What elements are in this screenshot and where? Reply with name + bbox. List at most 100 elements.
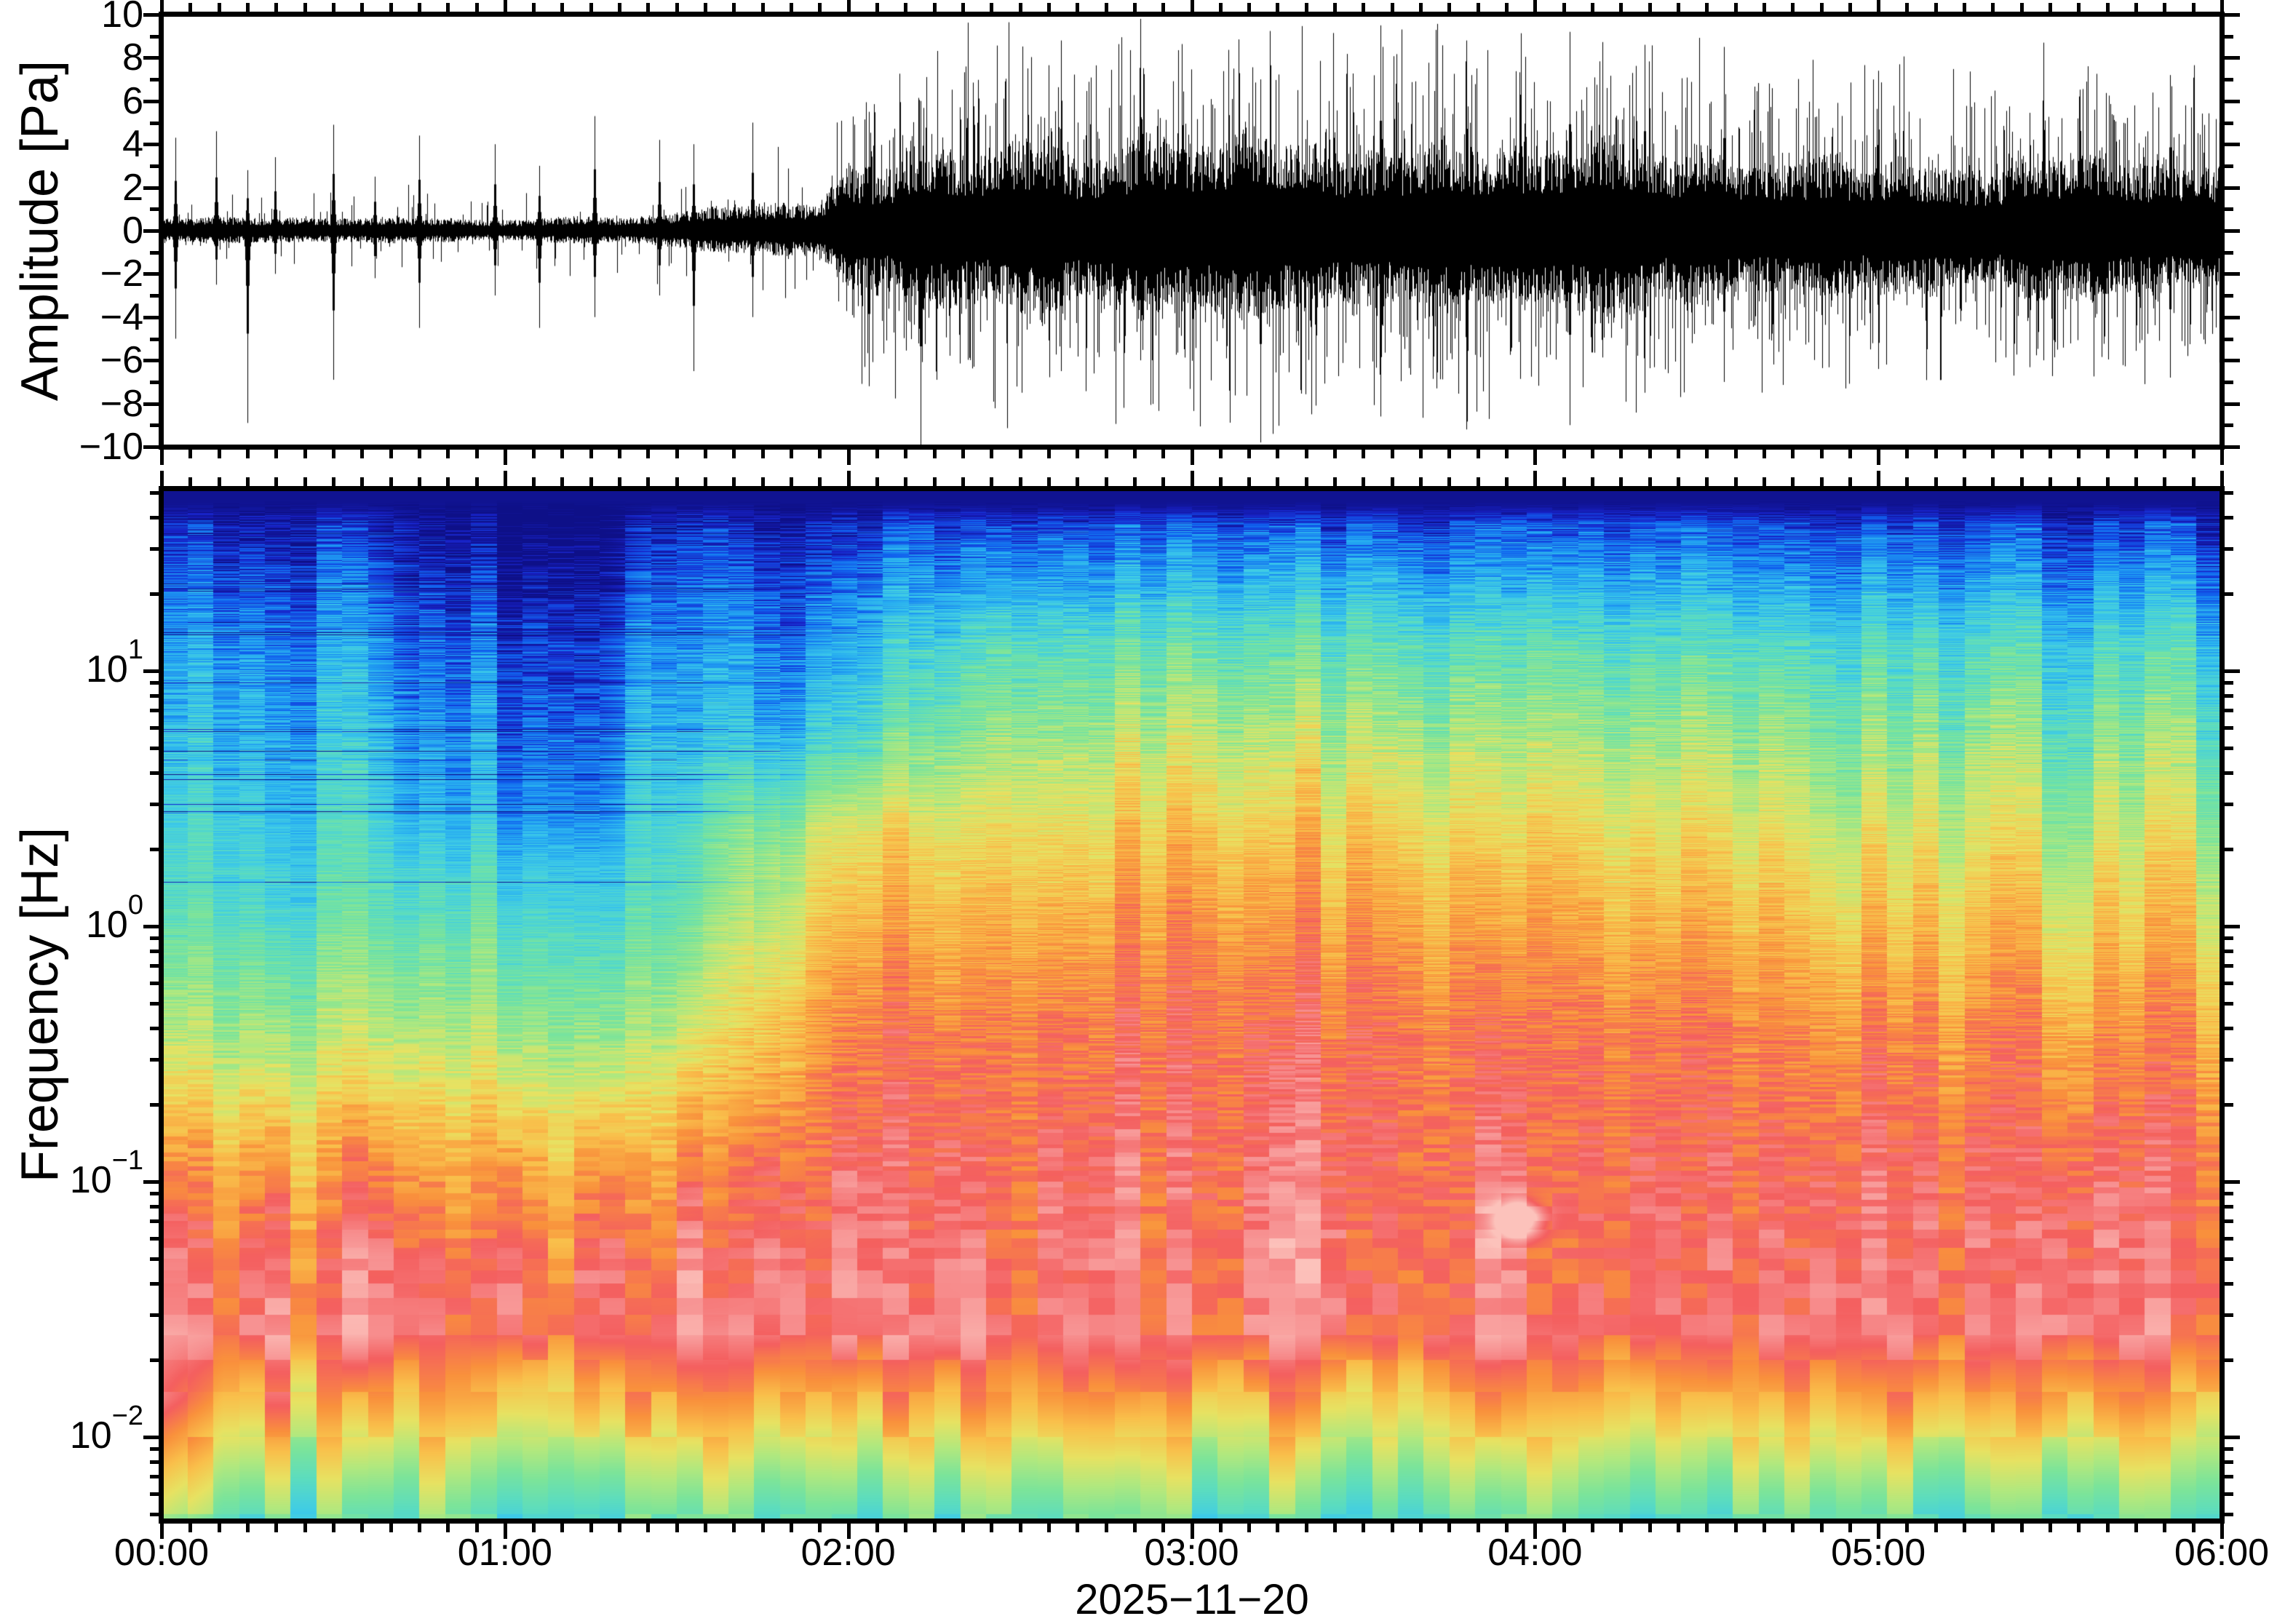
waveform-bottom-tick xyxy=(2105,450,2110,458)
spectrogram-left-tick xyxy=(150,771,159,775)
waveform-left-tick xyxy=(143,445,159,449)
waveform-bottom-tick xyxy=(503,450,507,465)
waveform-right-tick xyxy=(2225,445,2240,449)
waveform-bottom-tick xyxy=(217,450,221,458)
spectrogram-top-tick xyxy=(1161,477,1165,486)
waveform-bottom-tick xyxy=(331,450,335,458)
spectrogram-left-tick xyxy=(150,981,159,985)
waveform-bottom-tick xyxy=(1704,450,1709,458)
spectrogram-bottom-tick xyxy=(531,1524,536,1532)
spectrogram-top-tick xyxy=(1704,477,1709,486)
spectrogram-bottom-tick xyxy=(1990,1524,1995,1532)
spectrogram-right-tick xyxy=(2225,1281,2233,1286)
spectrogram-bottom-tick xyxy=(1876,1524,1880,1539)
spectrogram-top-tick xyxy=(789,477,793,486)
waveform-top-tick xyxy=(2162,3,2166,12)
waveform-top-tick xyxy=(188,3,192,12)
waveform-left-tick xyxy=(143,358,159,362)
spectrogram-top-tick xyxy=(1104,477,1108,486)
spectrogram-left-tick xyxy=(143,669,159,673)
spectrogram-left-tick xyxy=(150,1204,159,1209)
spectrogram-right-tick xyxy=(2225,847,2233,851)
spectrogram-left-tick xyxy=(143,1435,159,1439)
waveform-right-tick xyxy=(2225,293,2233,298)
waveform-bottom-tick xyxy=(1934,450,1938,458)
spectrogram-left-tick xyxy=(150,490,159,495)
spectrogram-right-tick xyxy=(2225,936,2233,940)
spectrogram-right-tick xyxy=(2225,746,2233,750)
spectrogram-top-tick xyxy=(703,477,707,486)
spectrogram-left-tick xyxy=(150,592,159,596)
spectrogram-right-tick xyxy=(2225,1313,2233,1317)
waveform-bottom-tick xyxy=(875,450,879,458)
spectrogram-bottom-tick xyxy=(1275,1524,1279,1532)
spectrogram-bottom-tick xyxy=(932,1524,937,1532)
waveform-top-tick xyxy=(2220,0,2224,12)
spectrogram-bottom-tick xyxy=(703,1524,707,1532)
waveform-top-tick xyxy=(1247,3,1251,12)
waveform-bottom-tick xyxy=(1275,450,1279,458)
spectrogram-right-tick xyxy=(2225,1446,2233,1451)
spectrogram-top-tick xyxy=(1533,471,1537,486)
waveform-right-tick xyxy=(2225,77,2233,81)
waveform-left-tick xyxy=(143,315,159,319)
spectrogram-bottom-tick xyxy=(503,1524,507,1539)
waveform-bottom-tick xyxy=(1447,450,1451,458)
waveform-bottom-tick xyxy=(760,450,765,458)
spectrogram-bottom-tick xyxy=(1590,1524,1594,1532)
spectrogram-bottom-tick xyxy=(1418,1524,1423,1532)
spectrogram-top-tick xyxy=(1418,477,1423,486)
spectrogram-top-tick xyxy=(474,477,479,486)
waveform-left-tick xyxy=(143,186,159,190)
waveform-top-tick xyxy=(1104,3,1108,12)
spectrogram-left-tick xyxy=(150,708,159,712)
waveform-bottom-tick xyxy=(903,450,907,458)
spectrogram-right-tick xyxy=(2225,1001,2233,1006)
waveform-right-tick xyxy=(2225,337,2233,341)
waveform-top-tick xyxy=(1962,3,1966,12)
spectrogram-top-tick xyxy=(1247,477,1251,486)
waveform-top-tick xyxy=(503,0,507,12)
waveform-bottom-tick xyxy=(2134,450,2138,458)
spectrogram-bottom-tick xyxy=(1904,1524,1909,1532)
waveform-top-tick xyxy=(331,3,335,12)
spectrogram-left-tick xyxy=(150,1446,159,1451)
waveform-top-tick xyxy=(1018,3,1022,12)
waveform-bottom-tick xyxy=(1618,450,1623,458)
spectrogram-left-tick xyxy=(150,1492,159,1496)
waveform-top-tick xyxy=(560,3,564,12)
spectrogram-bottom-tick xyxy=(1533,1524,1537,1539)
waveform-left-tick xyxy=(150,380,159,384)
spectrogram-top-tick xyxy=(846,471,851,486)
waveform-bottom-tick xyxy=(1132,450,1137,458)
waveform-bottom-tick xyxy=(1762,450,1766,458)
amplitude-tick-label: 10 xyxy=(101,0,143,36)
waveform-right-tick xyxy=(2225,207,2233,211)
spectrogram-top-tick xyxy=(274,477,278,486)
spectrogram-right-tick xyxy=(2225,725,2233,730)
spectrogram-right-tick xyxy=(2225,1026,2233,1030)
waveform-bottom-tick xyxy=(1046,450,1051,458)
waveform-top-tick xyxy=(1876,0,1880,12)
waveform-right-tick xyxy=(2225,34,2233,39)
waveform-top-tick xyxy=(1132,3,1137,12)
x-tick-label: 03:00 xyxy=(1144,1532,1239,1574)
waveform-top-tick xyxy=(1304,3,1308,12)
waveform-top-tick xyxy=(2048,3,2052,12)
amplitude-tick-label: −10 xyxy=(79,426,143,468)
spectrogram-bottom-tick xyxy=(1648,1524,1652,1532)
spectrogram-top-tick xyxy=(1590,477,1594,486)
spectrogram-bottom-tick xyxy=(1848,1524,1852,1532)
frequency-tick-label: 101 xyxy=(86,634,143,690)
waveform-bottom-tick xyxy=(1533,450,1537,465)
spectrogram-top-tick xyxy=(589,477,593,486)
waveform-bottom-tick xyxy=(617,450,621,458)
waveform-left-tick xyxy=(150,77,159,81)
spectrogram-top-tick xyxy=(417,477,421,486)
spectrogram-left-tick xyxy=(150,725,159,730)
spectrogram-top-tick xyxy=(159,471,164,486)
spectrogram-top-tick xyxy=(1476,477,1480,486)
waveform-left-tick xyxy=(143,228,159,233)
spectrogram-top-tick xyxy=(2220,471,2224,486)
